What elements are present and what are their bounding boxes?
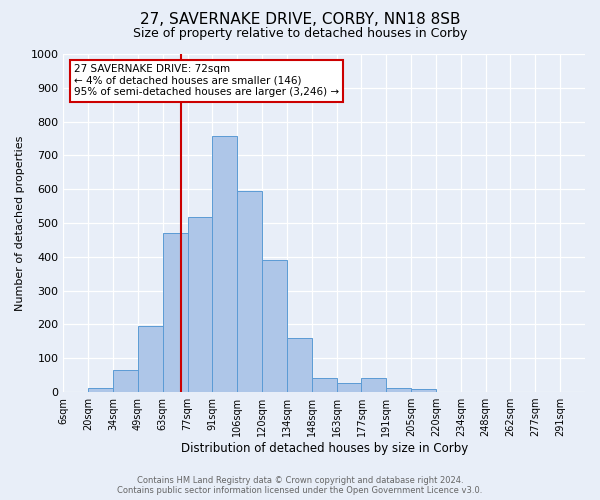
Bar (212, 136, 237, 392)
Bar (287, 338, 312, 392)
Bar (361, 378, 386, 392)
Bar (163, 233, 188, 392)
Bar (113, 370, 138, 392)
Bar (337, 383, 361, 392)
Text: Contains HM Land Registry data © Crown copyright and database right 2024.
Contai: Contains HM Land Registry data © Crown c… (118, 476, 482, 495)
Bar (88, 388, 113, 392)
X-axis label: Distribution of detached houses by size in Corby: Distribution of detached houses by size … (181, 442, 468, 455)
Bar (262, 260, 287, 392)
Text: 27 SAVERNAKE DRIVE: 72sqm
← 4% of detached houses are smaller (146)
95% of semi-: 27 SAVERNAKE DRIVE: 72sqm ← 4% of detach… (74, 64, 339, 98)
Bar (411, 390, 436, 392)
Bar (312, 378, 337, 392)
Bar (138, 326, 163, 392)
Bar (188, 217, 212, 392)
Text: 27, SAVERNAKE DRIVE, CORBY, NN18 8SB: 27, SAVERNAKE DRIVE, CORBY, NN18 8SB (140, 12, 460, 28)
Text: Size of property relative to detached houses in Corby: Size of property relative to detached ho… (133, 28, 467, 40)
Bar (386, 388, 411, 392)
Y-axis label: Number of detached properties: Number of detached properties (15, 136, 25, 310)
Bar (237, 191, 262, 392)
